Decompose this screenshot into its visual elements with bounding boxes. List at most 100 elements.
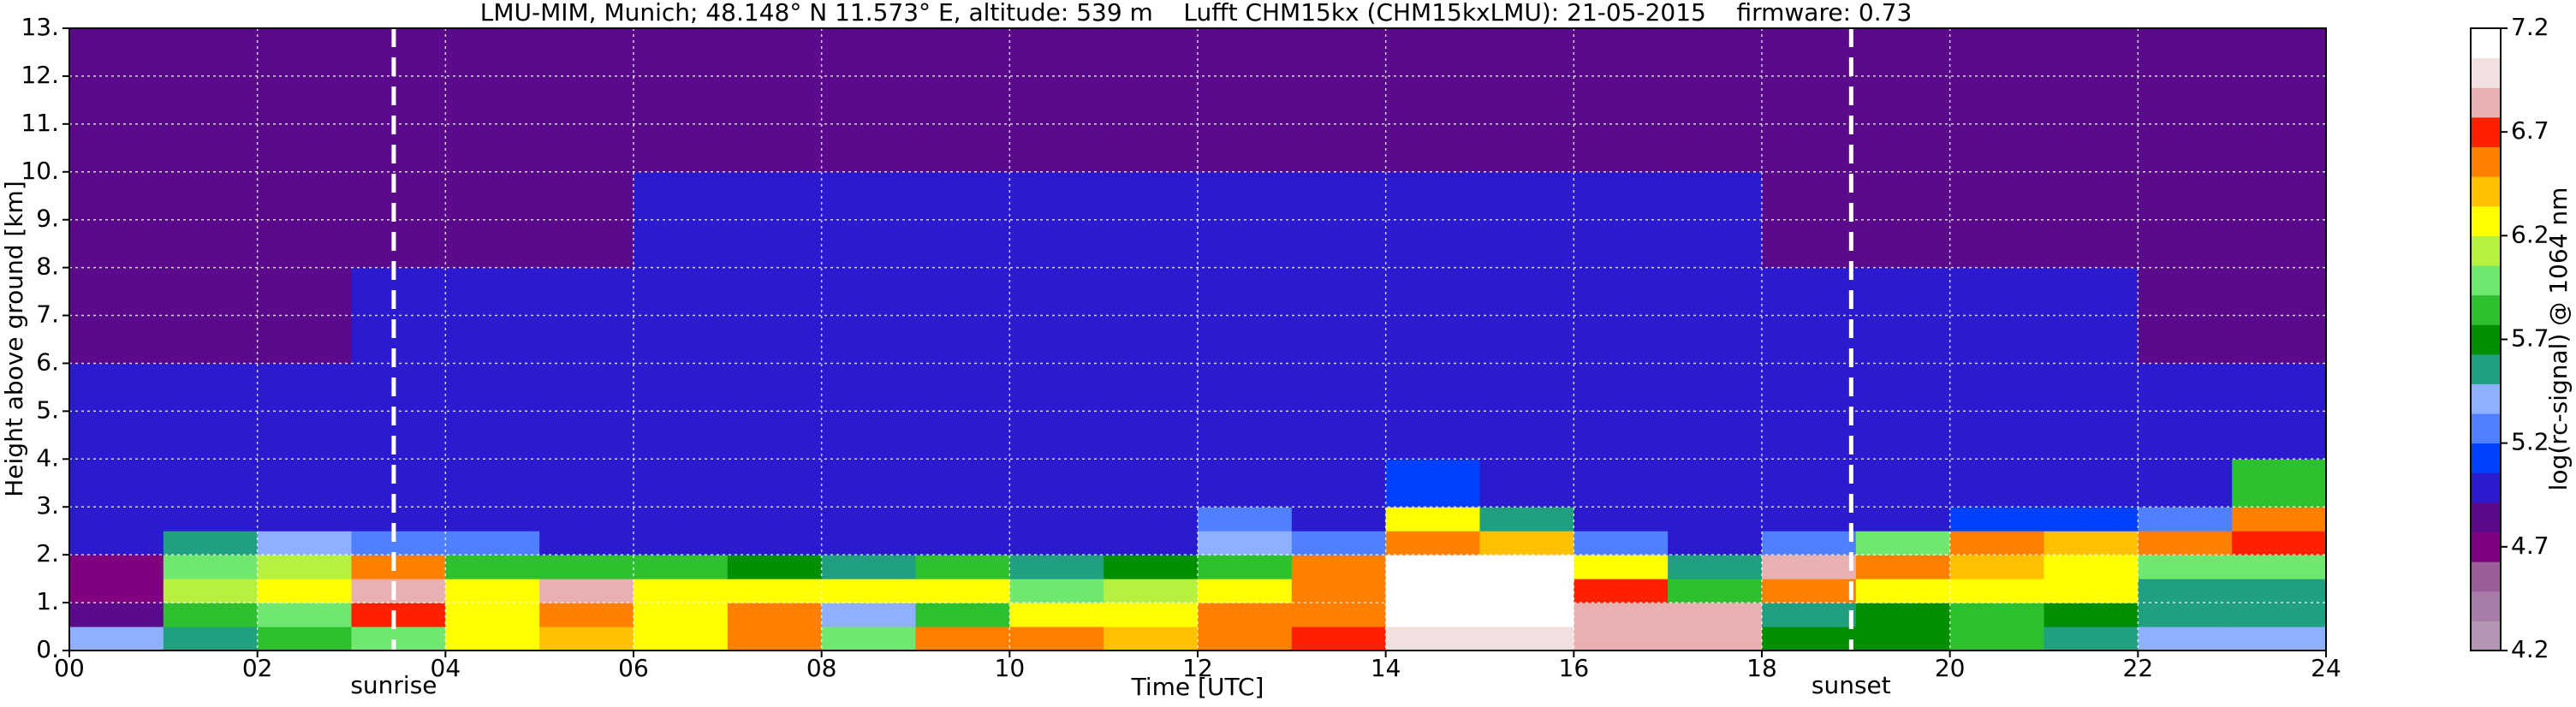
y-tick-label: 0.: [36, 635, 59, 663]
heatmap-cell: [1009, 459, 1104, 508]
heatmap-cell: [2232, 603, 2327, 627]
heatmap-cell: [1479, 507, 1574, 532]
heatmap-cell: [539, 507, 634, 532]
heatmap-cell: [1574, 603, 1669, 627]
heatmap-cell: [1291, 579, 1387, 603]
heatmap-cell: [1762, 603, 1857, 627]
heatmap-cell: [2044, 579, 2139, 603]
colorbar-segment: [2471, 324, 2501, 355]
heatmap-cell: [821, 579, 916, 603]
heatmap-cell: [821, 627, 916, 651]
heatmap-cell: [1479, 459, 1574, 508]
heatmap-cell: [1668, 531, 1763, 556]
heatmap-cell: [69, 627, 164, 651]
heatmap-cell: [2044, 555, 2139, 579]
heatmap-cell: [539, 531, 634, 556]
colorbar-segment: [2471, 354, 2501, 384]
heatmap-cell: [2044, 28, 2139, 173]
plot-frame: [68, 27, 2327, 651]
x-tick-label: 20: [1935, 654, 1966, 682]
y-axis-label: Height above ground [km]: [0, 181, 28, 497]
heatmap-cell: [634, 603, 729, 627]
heatmap-cell: [1574, 507, 1669, 532]
heatmap-cell: [1574, 531, 1669, 556]
heatmap-cell: [727, 267, 823, 364]
heatmap-cell: [69, 28, 164, 173]
heatmap-cell: [1855, 603, 1951, 627]
heatmap-cell: [163, 531, 259, 556]
heatmap-cell: [915, 507, 1010, 532]
heatmap-cell: [1762, 555, 1857, 579]
heatmap-cell: [351, 363, 446, 460]
heatmap-cell: [69, 531, 164, 556]
heatmap-cell: [1574, 28, 1669, 173]
heatmap-cell: [1949, 579, 2044, 603]
heatmap-cell: [915, 531, 1010, 556]
x-tick-label: 22: [2123, 654, 2154, 682]
heatmap-cell: [727, 555, 823, 579]
heatmap-cell: [1198, 531, 1293, 556]
heatmap-cell: [1104, 531, 1199, 556]
heatmap-cell: [1574, 555, 1669, 579]
heatmap-cell: [634, 459, 729, 508]
heatmap-cell: [539, 603, 634, 627]
heatmap-cell: [727, 507, 823, 532]
colorbar-label: log(rc-signal) @ 1064 nm: [2544, 187, 2573, 491]
heatmap-cell: [163, 459, 259, 508]
heatmap-cell: [1668, 603, 1763, 627]
heatmap-cell: [2232, 507, 2327, 532]
x-tick-label: 12: [1182, 654, 1213, 682]
heatmap-cell: [2138, 579, 2233, 603]
heatmap-cell: [1574, 579, 1669, 603]
heatmap-cell: [1668, 507, 1763, 532]
heatmap-cell: [1104, 507, 1199, 532]
heatmap-cell: [163, 579, 259, 603]
heatmap-cell: [1762, 531, 1857, 556]
heatmap-cell: [1009, 28, 1104, 173]
heatmap-cell: [1198, 459, 1293, 508]
heatmap-cell: [1668, 459, 1763, 508]
heatmap-cell: [1104, 267, 1199, 364]
heatmap-cell: [69, 603, 164, 627]
heatmap-cell: [1855, 627, 1951, 651]
heatmap-cell: [257, 555, 352, 579]
heatmap-cell: [445, 28, 540, 173]
colorbar-segment: [2471, 205, 2501, 236]
heatmap-cell: [727, 579, 823, 603]
event-label: sunset: [1812, 671, 1891, 699]
heatmap-cell: [1762, 627, 1857, 651]
heatmap-cell: [1104, 603, 1199, 627]
colorbar-segment: [2471, 57, 2501, 88]
colorbar-tick-label: 7.2: [2511, 13, 2549, 41]
heatmap-cell: [1198, 507, 1293, 532]
colorbar-segment: [2471, 294, 2501, 325]
heatmap-cell: [257, 579, 352, 603]
y-tick-label: 4.: [36, 443, 59, 472]
heatmap-cell: [2232, 28, 2327, 173]
heatmap-cell: [257, 28, 352, 173]
heatmap-cell: [915, 603, 1010, 627]
colorbar-segment: [2471, 28, 2501, 59]
colorbar-tick-label: 5.7: [2511, 324, 2549, 353]
colorbar-segment: [2471, 235, 2501, 266]
x-tick-label: 18: [1746, 654, 1777, 682]
y-tick-label: 3.: [36, 491, 59, 520]
heatmap-cell: [69, 459, 164, 508]
x-axis-label: Time [UTC]: [1131, 673, 1264, 701]
heatmap-cell: [1949, 603, 2044, 627]
heatmap-cell: [1479, 603, 1574, 627]
heatmap-cell: [351, 531, 446, 556]
heatmap-cell: [1855, 531, 1951, 556]
x-tick-label: 00: [54, 654, 85, 682]
heatmap-cell: [1198, 603, 1293, 627]
x-tick-label: 16: [1559, 654, 1590, 682]
heatmap-cell: [1574, 627, 1669, 651]
heatmap-cell: [1198, 28, 1293, 173]
heatmap-cell: [2138, 627, 2233, 651]
heatmap-cell: [1198, 579, 1293, 603]
colorbar-segment: [2471, 591, 2501, 621]
heatmap-cell: [1104, 28, 1199, 173]
heatmap-cell: [915, 579, 1010, 603]
heatmap-cell: [445, 459, 540, 508]
